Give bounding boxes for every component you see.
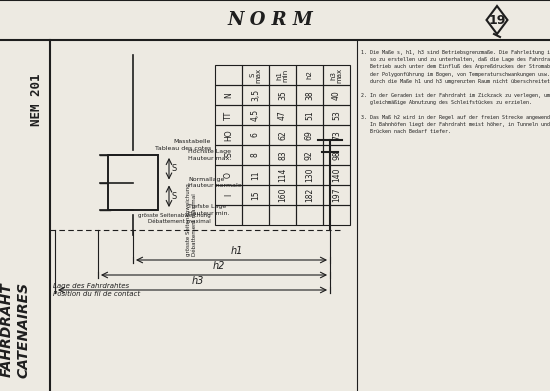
Text: O: O <box>224 172 233 178</box>
Bar <box>269 105 296 125</box>
Text: 38: 38 <box>305 90 314 100</box>
Text: 4,5: 4,5 <box>251 109 260 121</box>
Text: I: I <box>224 194 233 196</box>
Bar <box>215 205 242 225</box>
Text: S
max: S max <box>249 67 262 83</box>
Bar <box>323 65 350 85</box>
Bar <box>215 145 242 165</box>
Bar <box>242 85 269 105</box>
Text: Höchste Lage
Hauteur max.: Höchste Lage Hauteur max. <box>188 149 232 161</box>
Text: N: N <box>224 92 233 98</box>
Text: S: S <box>172 164 177 173</box>
Text: 83: 83 <box>278 150 287 160</box>
Text: 15: 15 <box>251 190 260 200</box>
Bar <box>296 145 323 165</box>
Text: 19: 19 <box>488 14 505 27</box>
Text: 69: 69 <box>305 130 314 140</box>
Bar <box>269 65 296 85</box>
Text: 130: 130 <box>305 168 314 182</box>
Text: 47: 47 <box>278 110 287 120</box>
Bar <box>296 125 323 145</box>
Bar <box>323 185 350 205</box>
Text: 62: 62 <box>278 130 287 140</box>
Bar <box>323 165 350 185</box>
Bar <box>323 205 350 225</box>
Text: 160: 160 <box>278 188 287 202</box>
Bar <box>242 165 269 185</box>
Text: 197: 197 <box>332 188 341 202</box>
Text: 73: 73 <box>332 130 341 140</box>
Text: grösste Seitenabweichung
Débattement maximal: grösste Seitenabweichung Débattement max… <box>138 213 211 224</box>
Text: Tiefste Lage
Hauteur min.: Tiefste Lage Hauteur min. <box>188 204 229 215</box>
Text: h2: h2 <box>306 70 312 79</box>
Text: 35: 35 <box>278 90 287 100</box>
Text: N O R M: N O R M <box>227 11 313 29</box>
Text: h2: h2 <box>213 261 225 271</box>
Bar <box>215 125 242 145</box>
Text: FAHRDRAHT
CATENAIRES: FAHRDRAHT CATENAIRES <box>0 282 31 378</box>
Bar <box>269 205 296 225</box>
Text: 11: 11 <box>251 170 260 180</box>
Text: 40: 40 <box>332 90 341 100</box>
Bar <box>323 125 350 145</box>
Bar <box>269 85 296 105</box>
Bar <box>296 185 323 205</box>
Bar <box>242 65 269 85</box>
Text: TT: TT <box>224 110 233 120</box>
Bar <box>269 185 296 205</box>
Text: NEM 201: NEM 201 <box>30 74 43 126</box>
Bar <box>215 65 242 85</box>
Bar <box>323 105 350 125</box>
Text: Lage des Fahrdrahtes
Position du fil de contact: Lage des Fahrdrahtes Position du fil de … <box>53 283 140 297</box>
Text: Normallage
Hauteur normale: Normallage Hauteur normale <box>188 177 241 188</box>
Bar <box>323 145 350 165</box>
Text: S: S <box>172 192 177 201</box>
Bar <box>296 85 323 105</box>
Bar <box>215 165 242 185</box>
Text: Masstabelle
Tableau des cotes: Masstabelle Tableau des cotes <box>155 140 211 151</box>
Text: 53: 53 <box>332 110 341 120</box>
Bar <box>215 185 242 205</box>
Text: h1
min: h1 min <box>276 68 289 82</box>
Bar <box>269 165 296 185</box>
Bar <box>269 145 296 165</box>
Text: 114: 114 <box>278 168 287 182</box>
Text: grösste Seitenabweichung
Débattement maximal: grösste Seitenabweichung Débattement max… <box>186 184 197 256</box>
Bar <box>242 125 269 145</box>
Bar <box>108 155 158 210</box>
Text: 140: 140 <box>332 168 341 182</box>
Bar <box>323 85 350 105</box>
Bar <box>242 205 269 225</box>
Text: 8: 8 <box>251 152 260 157</box>
Text: HO: HO <box>224 129 233 141</box>
Text: 98: 98 <box>332 150 341 160</box>
Bar <box>215 105 242 125</box>
Text: 182: 182 <box>305 188 314 202</box>
Text: 6: 6 <box>251 133 260 138</box>
Bar <box>296 65 323 85</box>
Text: 3,5: 3,5 <box>251 89 260 101</box>
Bar <box>296 205 323 225</box>
Bar <box>269 125 296 145</box>
Text: h1: h1 <box>230 246 243 256</box>
Bar <box>296 105 323 125</box>
Text: S: S <box>224 152 233 157</box>
Bar <box>108 155 158 210</box>
Bar <box>242 145 269 165</box>
Text: h3: h3 <box>191 276 204 286</box>
Bar <box>215 85 242 105</box>
Text: 1. Die Maße s, h1, h3 sind Betriebsgrenzmaße. Die Fahrleitung ist also
   so zu : 1. Die Maße s, h1, h3 sind Betriebsgrenz… <box>361 50 550 134</box>
Text: 92: 92 <box>305 150 314 160</box>
Bar <box>242 105 269 125</box>
Text: h3
max: h3 max <box>330 67 343 83</box>
Text: 51: 51 <box>305 110 314 120</box>
Bar <box>296 165 323 185</box>
Bar <box>242 185 269 205</box>
